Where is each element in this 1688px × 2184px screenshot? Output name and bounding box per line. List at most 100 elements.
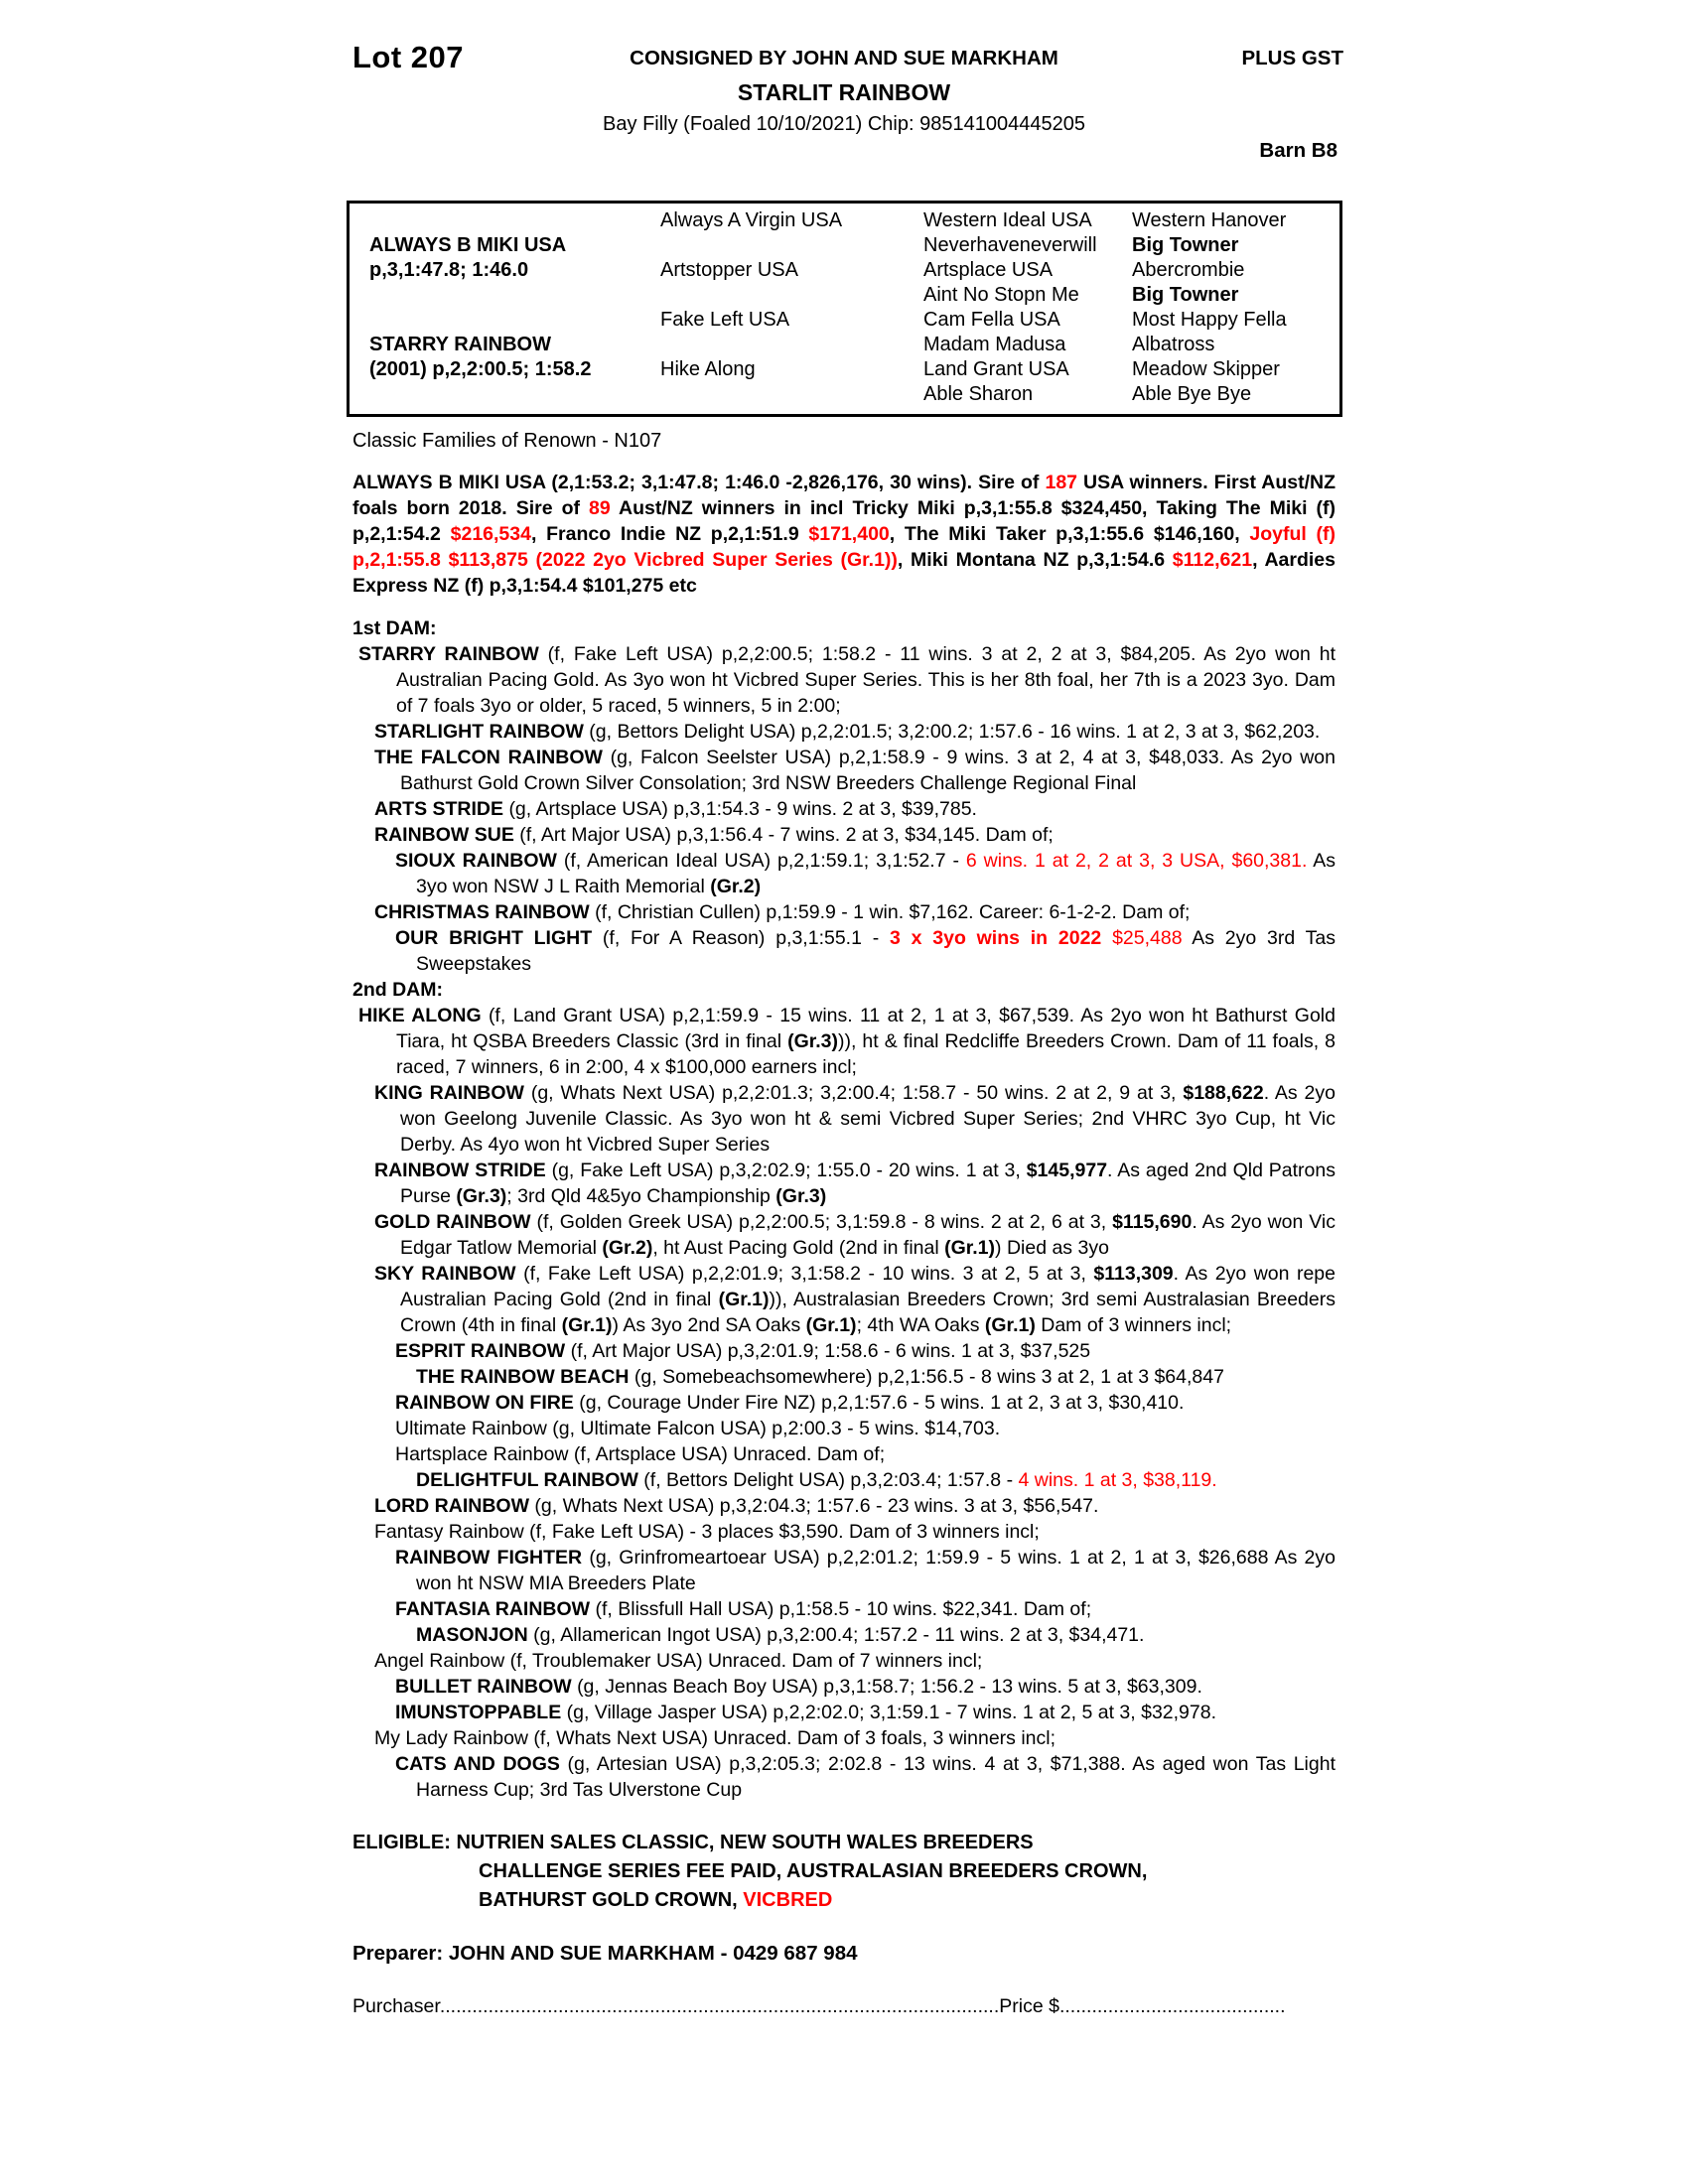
text-segment: (Gr.3) (787, 1030, 839, 1052)
text-segment: RAINBOW ON FIRE (395, 1392, 580, 1414)
text-segment: DELIGHTFUL RAINBOW (416, 1469, 644, 1491)
text-segment: )), Australasian Breeders Crown; 3rd sem… (400, 1289, 1336, 1336)
text-segment: LORD RAINBOW (374, 1495, 535, 1517)
pedigree-record: Angel Rainbow (f, Troublemaker USA) Unra… (352, 1648, 1336, 1674)
text-segment: (f, Bettors Delight USA) p,3,2:03.4; 1:5… (643, 1469, 1019, 1491)
text-segment: )), ht & final Redcliffe Breeders Crown.… (396, 1030, 1336, 1078)
pedigree-record: RAINBOW SUE (f, Art Major USA) p,3,1:56.… (352, 822, 1336, 848)
text-segment: (g, Village Jasper USA) p,2,2:02.0; 3,1:… (566, 1702, 1216, 1723)
text-segment: SKY RAINBOW (374, 1263, 524, 1285)
pedigree-record: THE FALCON RAINBOW (g, Falcon Seelster U… (352, 745, 1336, 796)
text-segment: , Aardies Express NZ (f) p,3,1:54.4 $101… (352, 549, 1336, 597)
text-segment: STARRY RAINBOW (358, 643, 548, 665)
dam-heading: 2nd DAM: (352, 979, 443, 1001)
pedigree-record: Hartsplace Rainbow (f, Artsplace USA) Un… (352, 1441, 1336, 1467)
horse-name: STARLIT RAINBOW (737, 79, 951, 105)
text-segment: RAINBOW SUE (374, 824, 520, 846)
pedigree-cell: Aint No Stopn Me (923, 284, 1079, 306)
text-segment: CHALLENGE SERIES FEE PAID, AUSTRALASIAN … (479, 1860, 1148, 1882)
text-segment: (Gr.1) (944, 1237, 996, 1259)
text-segment: $216,534 (450, 523, 531, 545)
text-segment: (f, For A Reason) p,3,1:55.1 - (602, 927, 890, 949)
text-segment: CATS AND DOGS (395, 1753, 568, 1775)
pedigree-cell: Western Hanover (1132, 209, 1287, 231)
text-segment: (f, Art Major USA) p,3,1:56.4 - 7 wins. … (519, 824, 1054, 846)
text-segment: (Gr.1) (561, 1314, 613, 1336)
text-segment: $115,690 (1112, 1211, 1193, 1233)
pedigree-cell: Hike Along (660, 358, 756, 380)
pedigree-cell: p,3,1:47.8; 1:46.0 (369, 259, 529, 281)
pedigree-cell: ALWAYS B MIKI USA (369, 234, 567, 256)
text-segment: ; 3rd Qld 4&5yo Championship (506, 1185, 776, 1207)
pedigree-cell: STARRY RAINBOW (369, 334, 551, 355)
pedigree-record: STARLIGHT RAINBOW (g, Bettors Delight US… (352, 719, 1336, 745)
pedigree-record: OUR BRIGHT LIGHT (f, For A Reason) p,3,1… (352, 925, 1336, 977)
text-segment: VICBRED (743, 1889, 833, 1911)
text-segment: , ht Aust Pacing Gold (2nd in final (652, 1237, 945, 1259)
dam-sections: 1st DAM: STARRY RAINBOW (f, Fake Left USA… (352, 615, 1336, 1803)
pedigree-cell: Big Towner (1132, 284, 1239, 306)
text-segment: , The Miki Taker p,3,1:55.6 $146,160, (889, 523, 1250, 545)
pedigree-record: My Lady Rainbow (f, Whats Next USA) Unra… (352, 1725, 1336, 1751)
text-segment: (g, Fake Left USA) p,3,2:02.9; 1:55.0 - … (551, 1160, 1027, 1181)
text-segment: $171,400 (808, 523, 890, 545)
text-segment: Hartsplace Rainbow (f, Artsplace USA) Un… (395, 1443, 886, 1465)
text-segment: BATHURST GOLD CROWN, (479, 1889, 744, 1911)
gst-note: PLUS GST (1241, 47, 1343, 69)
text-segment: KING RAINBOW (374, 1082, 531, 1104)
pedigree-record: GOLD RAINBOW (f, Golden Greek USA) p,2,2… (352, 1209, 1336, 1261)
text-segment: . As 2yo won Vic Edgar Tatlow Memorial (400, 1211, 1336, 1259)
pedigree-cell: Western Ideal USA (923, 209, 1092, 231)
text-segment: (Gr.1) (718, 1289, 770, 1310)
pedigree-record: THE RAINBOW BEACH (g, Somebeachsomewhere… (352, 1364, 1336, 1390)
pedigree-record: MASONJON (g, Allamerican Ingot USA) p,3,… (352, 1622, 1336, 1648)
pedigree-record: DELIGHTFUL RAINBOW (f, Bettors Delight U… (352, 1467, 1336, 1493)
text-segment: (g, Whats Next USA) p,3,2:04.3; 1:57.6 -… (534, 1495, 1099, 1517)
text-segment: (g, Falcon Seelster USA) p,2,1:58.9 - 9 … (400, 747, 1336, 794)
text-segment: (f, Fake Left USA) p,2,2:01.9; 3,1:58.2 … (523, 1263, 1094, 1285)
pedigree-cell: Land Grant USA (923, 358, 1069, 380)
text-segment: GOLD RAINBOW (374, 1211, 537, 1233)
text-segment: RAINBOW STRIDE (374, 1160, 552, 1181)
preparer-line: Preparer: JOHN AND SUE MARKHAM - 0429 68… (352, 1942, 858, 1965)
eligibility-note: ELIGIBLE: NUTRIEN SALES CLASSIC, NEW SOU… (352, 1829, 1336, 1915)
text-segment: 6 wins. 1 at 2, 2 at 3, 3 USA, $60,381. (965, 850, 1308, 872)
pedigree-cell: Neverhaveneverwill (923, 234, 1097, 256)
pedigree-record: ESPRIT RAINBOW (f, Art Major USA) p,3,2:… (352, 1338, 1336, 1364)
pedigree-table: ALWAYS B MIKI USA p,3,1:47.8; 1:46.0 STARR… (347, 201, 1342, 417)
text-segment: (g, Artesian USA) p,3,2:05.3; 2:02.8 - 1… (416, 1753, 1336, 1801)
text-segment: $113,309 (1093, 1263, 1174, 1285)
text-segment: ALWAYS B MIKI USA (2,1:53.2; 3,1:47.8; 1… (352, 472, 1046, 493)
text-segment: ; 4th WA Oaks (856, 1314, 985, 1336)
pedigree-record: BULLET RAINBOW (g, Jennas Beach Boy USA)… (352, 1674, 1336, 1700)
pedigree-record: RAINBOW FIGHTER (g, Grinfromeartoear USA… (352, 1545, 1336, 1596)
purchaser-line: Purchaser...............................… (352, 1995, 1336, 2018)
pedigree-cell: Most Happy Fella (1132, 309, 1287, 331)
purchaser-label: Purchaser (352, 1995, 440, 2017)
dam-heading: 1st DAM: (352, 617, 437, 639)
pedigree-cell: Able Sharon (923, 383, 1034, 405)
text-segment: , Miki Montana NZ p,3,1:54.6 (897, 549, 1173, 571)
pedigree-record: HIKE ALONG (f, Land Grant USA) p,2,1:59.… (352, 1003, 1336, 1080)
text-segment: ) As 3yo 2nd SA Oaks (612, 1314, 806, 1336)
text-segment: (f, Golden Greek USA) p,2,2:00.5; 3,1:59… (536, 1211, 1113, 1233)
text-segment: (Gr.2) (710, 876, 762, 897)
price-label: Price $ (999, 1995, 1059, 2017)
consignor-line: CONSIGNED BY JOHN AND SUE MARKHAM (630, 47, 1058, 69)
text-segment: (Gr.2) (602, 1237, 653, 1259)
text-segment: ESPRIT RAINBOW (395, 1340, 571, 1362)
lot-number: Lot 207 (352, 40, 465, 74)
pedigree-cell: Fake Left USA (660, 309, 790, 331)
text-segment (1101, 927, 1112, 949)
pedigree-cell: Artstopper USA (660, 259, 798, 281)
pedigree-cell: Artsplace USA (923, 259, 1054, 281)
text-segment: Fantasy Rainbow (f, Fake Left USA) - 3 p… (374, 1521, 1040, 1543)
text-segment: FANTASIA RAINBOW (395, 1598, 596, 1620)
pedigree-record: LORD RAINBOW (g, Whats Next USA) p,3,2:0… (352, 1493, 1336, 1519)
price-dotted-line: ........................................… (1058, 1995, 1286, 2017)
text-segment: Ultimate Rainbow (g, Ultimate Falcon USA… (395, 1418, 1001, 1439)
pedigree-record: RAINBOW STRIDE (g, Fake Left USA) p,3,2:… (352, 1158, 1336, 1209)
text-segment: ARTS STRIDE (374, 798, 509, 820)
text-segment: Joyful (f) p,2,1:55.8 $113,875 (2022 2yo… (352, 523, 1336, 571)
pedigree-record: CHRISTMAS RAINBOW (f, Christian Cullen) … (352, 899, 1336, 925)
